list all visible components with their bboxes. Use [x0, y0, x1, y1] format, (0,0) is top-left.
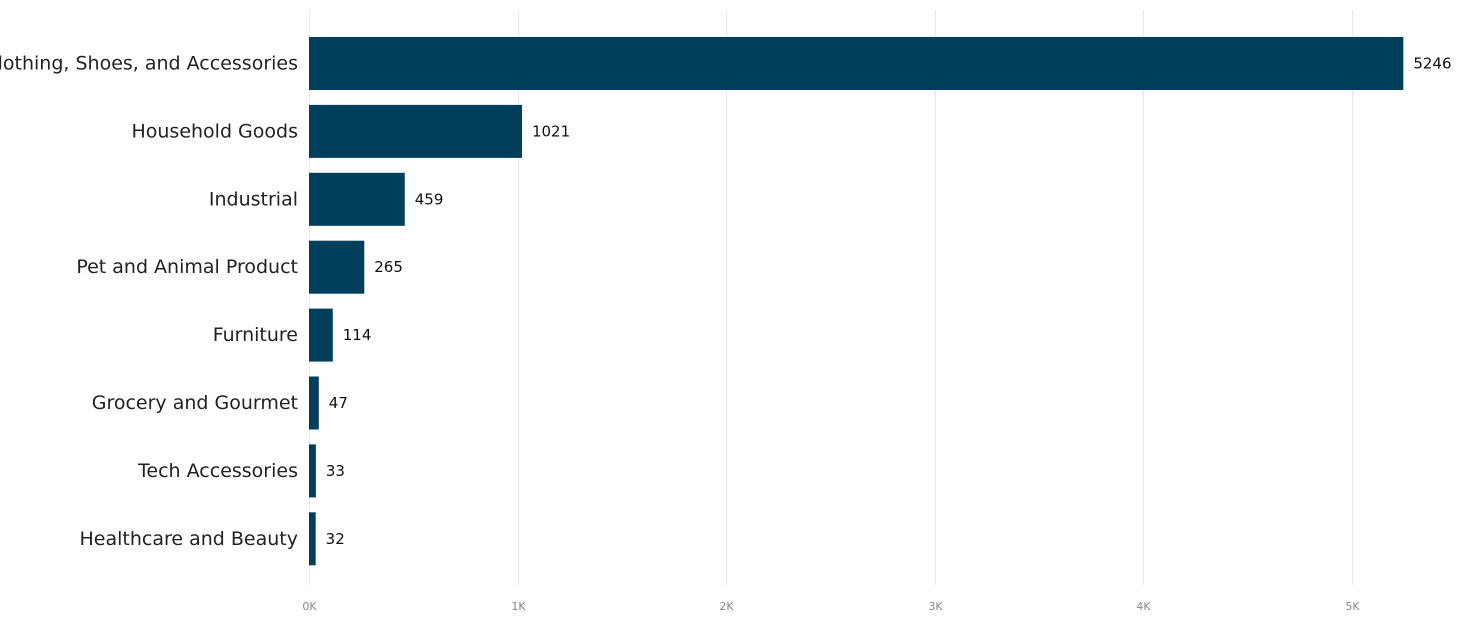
- value-label-1: 1021: [532, 122, 570, 140]
- x-tick-label-3: 3K: [928, 600, 943, 613]
- gridlines: [309, 10, 1353, 585]
- bar-4: [309, 308, 333, 362]
- value-labels: 5246 1021 459 265 114 47 33 32: [326, 55, 1452, 548]
- bars: [309, 37, 1404, 566]
- category-label-4: Furniture: [213, 324, 298, 346]
- value-label-5: 47: [329, 394, 348, 412]
- x-tick-label-1: 1K: [511, 600, 526, 613]
- bar-2: [309, 172, 405, 226]
- value-label-4: 114: [343, 326, 372, 344]
- x-tick-label-4: 4K: [1136, 600, 1151, 613]
- x-tick-label-2: 2K: [719, 600, 734, 613]
- category-label-5: Grocery and Gourmet: [92, 392, 298, 414]
- category-labels: Clothing, Shoes, and Accessories Househol…: [0, 53, 298, 550]
- value-label-2: 459: [415, 190, 444, 208]
- category-label-0: Clothing, Shoes, and Accessories: [0, 53, 298, 75]
- value-label-0: 5246: [1413, 55, 1451, 73]
- bar-0: [309, 37, 1404, 90]
- value-label-7: 32: [326, 530, 345, 548]
- category-label-7: Healthcare and Beauty: [80, 528, 299, 550]
- value-label-3: 265: [374, 258, 403, 276]
- bar-7: [309, 512, 316, 566]
- category-label-3: Pet and Animal Product: [76, 256, 298, 278]
- x-tick-label-5: 5K: [1345, 600, 1360, 613]
- bar-3: [309, 240, 365, 294]
- category-label-1: Household Goods: [131, 120, 298, 142]
- category-label-6: Tech Accessories: [137, 460, 298, 482]
- bar-5: [309, 376, 319, 430]
- x-axis-ticks: 0K 1K 2K 3K 4K 5K: [302, 600, 1360, 613]
- x-tick-label-0: 0K: [302, 600, 317, 613]
- category-label-2: Industrial: [209, 188, 298, 210]
- bar-6: [309, 444, 316, 498]
- value-label-6: 33: [326, 462, 345, 480]
- bar-1: [309, 104, 522, 158]
